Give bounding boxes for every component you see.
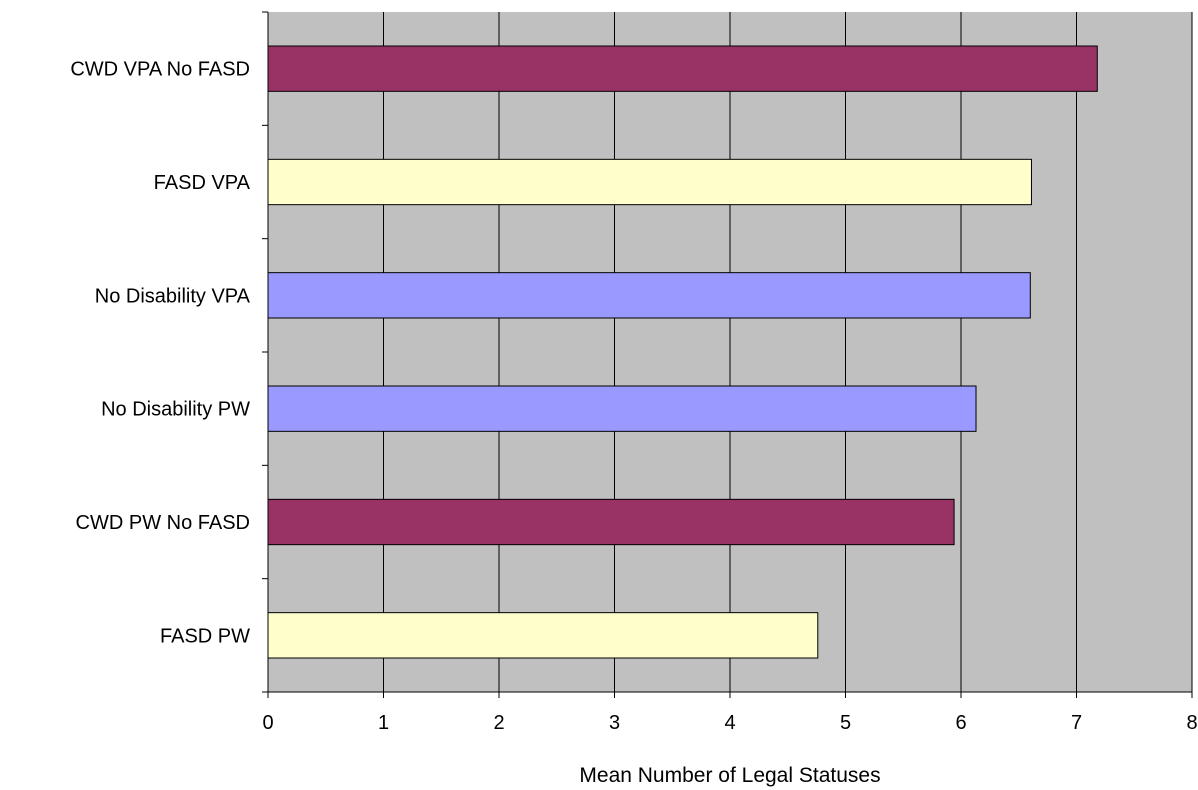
x-tick-label-0: 0 bbox=[262, 712, 273, 734]
bar-4 bbox=[267, 498, 955, 546]
category-label-3: No Disability PW bbox=[101, 399, 250, 421]
x-tick-labels: 0 1 2 3 4 5 6 7 8 bbox=[262, 712, 1197, 734]
bar-1 bbox=[267, 158, 1032, 206]
category-label-5: FASD PW bbox=[160, 625, 250, 647]
category-label-1: FASD VPA bbox=[154, 172, 251, 194]
x-tick-label-5: 5 bbox=[840, 712, 851, 734]
x-tick-label-2: 2 bbox=[493, 712, 504, 734]
x-tick-label-6: 6 bbox=[955, 712, 966, 734]
x-tick-label-4: 4 bbox=[724, 712, 735, 734]
bar-0 bbox=[267, 45, 1098, 92]
category-labels: CWD VPA No FASD FASD VPA No Disability VPA… bbox=[70, 59, 250, 648]
category-label-4: CWD PW No FASD bbox=[76, 512, 250, 534]
category-label-0: CWD VPA No FASD bbox=[70, 59, 250, 81]
x-axis-title: Mean Number of Legal Statuses bbox=[579, 764, 880, 787]
x-tick-label-1: 1 bbox=[378, 712, 389, 734]
x-tick-label-7: 7 bbox=[1071, 712, 1082, 734]
bar-5 bbox=[267, 612, 819, 659]
bar-2 bbox=[267, 272, 1031, 319]
x-tick-label-3: 3 bbox=[609, 712, 620, 734]
axis-ticks bbox=[262, 11, 1193, 698]
gridlines bbox=[383, 12, 1193, 692]
x-tick-label-8: 8 bbox=[1186, 712, 1197, 734]
category-label-2: No Disability VPA bbox=[95, 285, 251, 307]
bar-3 bbox=[267, 385, 977, 432]
